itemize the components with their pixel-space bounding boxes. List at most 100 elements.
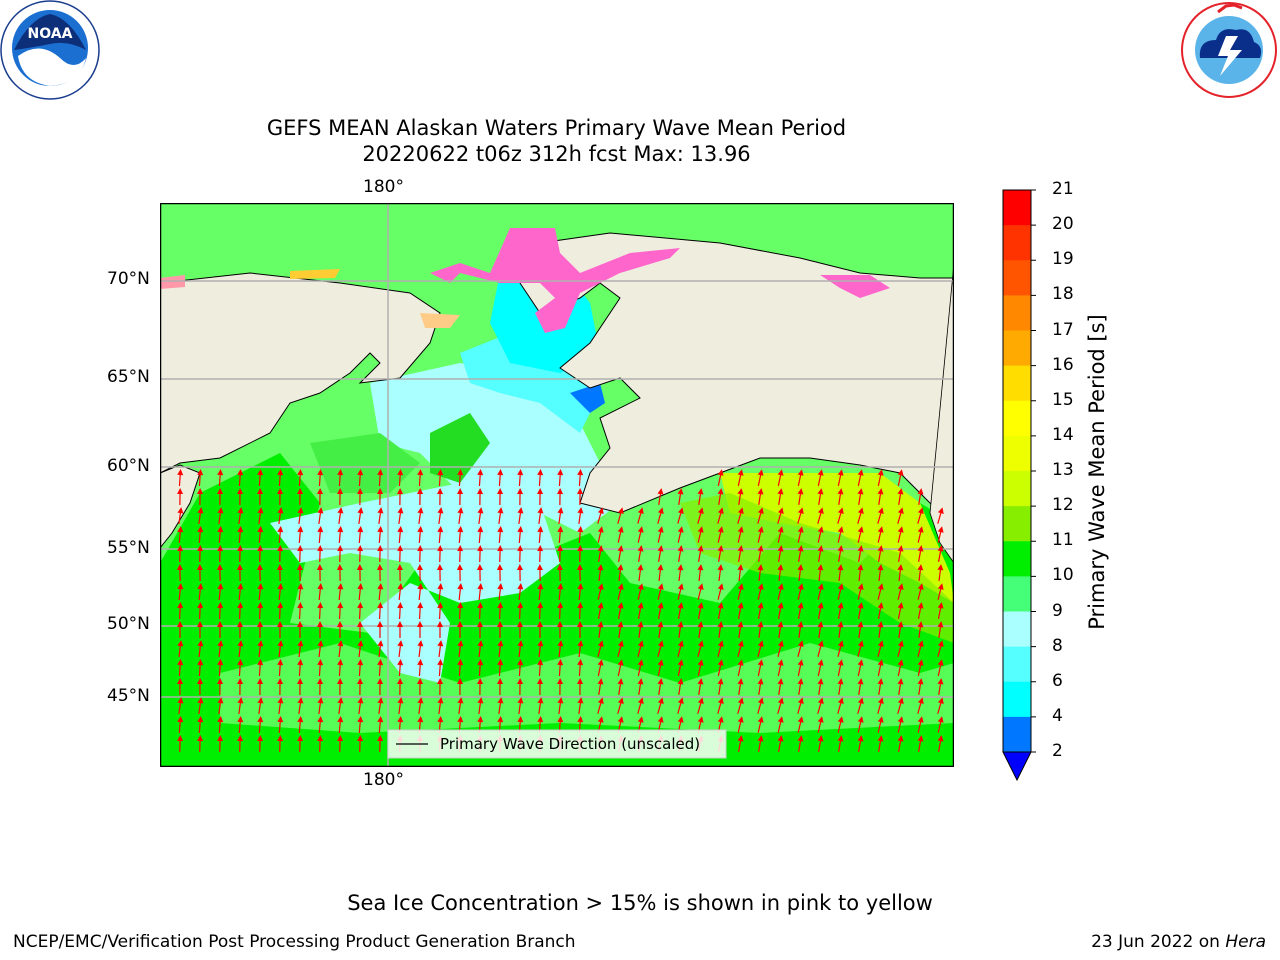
wave-arrow xyxy=(417,678,424,696)
wave-arrow xyxy=(917,564,924,582)
lat-label-45: 45°N xyxy=(107,686,150,706)
wave-arrow xyxy=(377,469,384,487)
map-panel: Primary Wave Direction (unscaled) xyxy=(160,203,954,767)
wave-arrow xyxy=(777,545,784,562)
wave-arrow xyxy=(357,469,364,487)
wave-arrow xyxy=(677,678,684,695)
noaa-logo: NOAA xyxy=(0,0,104,104)
kamchatka-landmass xyxy=(160,464,201,549)
wave-arrow xyxy=(417,697,424,715)
wave-arrow xyxy=(297,716,304,734)
wave-arrow xyxy=(316,564,323,582)
wave-arrow xyxy=(917,621,924,639)
wave-arrow xyxy=(737,526,744,543)
wave-arrow xyxy=(817,583,824,600)
wave-arrow xyxy=(576,564,583,582)
wave-arrow xyxy=(417,659,424,677)
footer-left: NCEP/EMC/Verification Post Processing Pr… xyxy=(13,932,576,952)
wave-arrow xyxy=(837,507,844,524)
wave-arrow xyxy=(757,735,764,752)
wave-arrow xyxy=(337,602,344,620)
wave-arrow xyxy=(397,469,404,487)
wave-arrow xyxy=(497,621,503,638)
wave-arrow xyxy=(277,678,284,696)
wave-arrow xyxy=(597,678,604,695)
wave-arrow xyxy=(737,697,744,714)
wave-arrow xyxy=(297,659,304,677)
wave-arrow xyxy=(477,659,484,677)
wave-arrow xyxy=(177,583,184,601)
wave-arrow xyxy=(336,564,343,582)
wave-arrow xyxy=(337,716,344,734)
wave-arrow xyxy=(717,564,724,582)
wave-arrow xyxy=(617,602,624,619)
wave-arrow xyxy=(257,488,264,506)
wave-arrow xyxy=(537,545,544,563)
wave-arrow xyxy=(677,526,684,543)
wave-arrow xyxy=(877,526,884,543)
wave-arrow xyxy=(497,583,504,601)
wave-arrow xyxy=(297,678,304,696)
colorbar-extend-min xyxy=(1002,751,1032,782)
legend-label: Primary Wave Direction (unscaled) xyxy=(440,735,700,753)
plot-title-line1: GEFS MEAN Alaskan Waters Primary Wave Me… xyxy=(266,116,847,140)
wave-arrow xyxy=(757,640,764,657)
wave-arrow xyxy=(677,564,684,582)
wave-arrow xyxy=(577,640,584,658)
colorbar-bin xyxy=(1003,541,1031,577)
wave-arrow xyxy=(277,602,284,620)
wave-arrow xyxy=(317,716,324,734)
wave-arrow xyxy=(897,659,904,676)
wave-arrow xyxy=(537,659,544,677)
wave-arrow xyxy=(657,488,664,505)
wave-arrow xyxy=(257,716,264,734)
wave-arrow xyxy=(277,469,284,487)
wave-arrow xyxy=(737,545,744,562)
wave-arrow xyxy=(557,526,564,544)
wave-arrow xyxy=(877,659,884,676)
wave-arrow xyxy=(317,507,324,525)
wave-arrow xyxy=(417,545,424,563)
wave-arrow xyxy=(797,697,804,714)
wave-arrow xyxy=(937,735,944,752)
wave-arrow xyxy=(397,507,404,525)
wave-arrow xyxy=(537,678,544,696)
wave-arrow xyxy=(677,659,684,676)
wave-arrow xyxy=(697,564,704,582)
wave-arrow xyxy=(177,735,184,753)
wave-arrow xyxy=(817,507,824,524)
wave-arrow xyxy=(437,583,444,601)
wave-arrow xyxy=(197,545,204,563)
wave-arrow xyxy=(237,583,244,601)
wave-arrow xyxy=(477,678,484,696)
wave-arrow xyxy=(837,545,844,562)
wave-arrow xyxy=(837,735,844,752)
wave-arrow xyxy=(737,602,744,619)
wave-arrow xyxy=(557,507,564,525)
wave-arrow xyxy=(657,507,664,524)
wave-arrow xyxy=(257,621,263,638)
wave-arrow xyxy=(717,583,724,600)
wave-arrow xyxy=(657,583,664,600)
wave-arrow xyxy=(877,716,884,733)
wave-arrow xyxy=(777,640,784,657)
colorbar-tick-label: 10 xyxy=(1052,565,1074,586)
colorbar-tick-label: 6 xyxy=(1052,670,1063,691)
wave-arrow xyxy=(637,545,644,562)
wave-arrow xyxy=(457,602,464,620)
wave-arrow xyxy=(517,678,524,696)
wave-arrow xyxy=(497,526,504,544)
colorbar-title-text: Primary Wave Mean Period [s] xyxy=(1085,314,1109,630)
wave-arrow xyxy=(257,640,264,658)
wave-arrow xyxy=(577,507,584,525)
wave-arrow xyxy=(497,697,504,715)
wave-arrow xyxy=(837,583,844,600)
wave-arrow xyxy=(637,564,644,582)
colorbar-bin xyxy=(1003,471,1031,507)
wave-arrow xyxy=(937,564,944,582)
colorbar-bin xyxy=(1003,190,1031,226)
wave-arrow xyxy=(697,659,704,676)
wave-arrow xyxy=(297,488,304,506)
wave-arrow xyxy=(517,602,524,620)
wave-arrow xyxy=(177,678,184,696)
